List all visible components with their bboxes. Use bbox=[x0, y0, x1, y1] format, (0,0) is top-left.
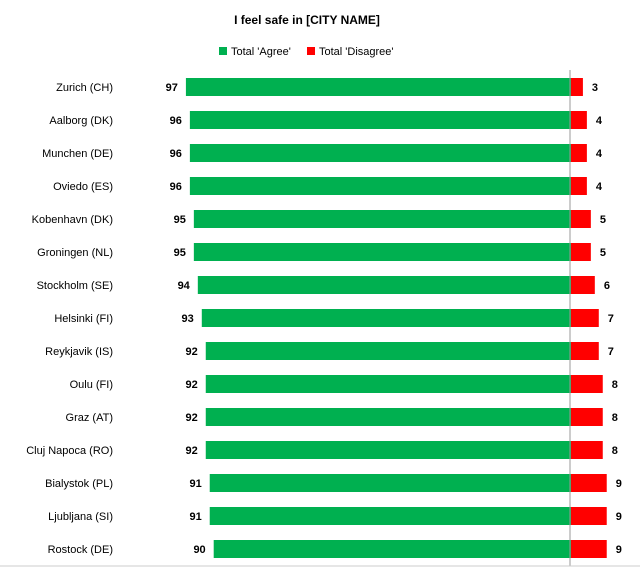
value-label-disagree: 6 bbox=[604, 280, 610, 292]
bar-agree bbox=[205, 441, 571, 459]
category-label: Helsinki (FI) bbox=[54, 313, 113, 325]
bar-disagree bbox=[571, 243, 591, 261]
value-label-agree: 95 bbox=[174, 214, 186, 226]
bar-disagree bbox=[571, 507, 607, 525]
bar-disagree bbox=[571, 276, 595, 294]
category-label: Munchen (DE) bbox=[42, 148, 113, 160]
value-label-agree: 92 bbox=[186, 379, 198, 391]
value-label-agree: 92 bbox=[186, 346, 198, 358]
bar-disagree bbox=[571, 474, 607, 492]
category-label: Aalborg (DK) bbox=[49, 115, 113, 127]
bar-agree bbox=[189, 111, 571, 129]
bar-agree bbox=[201, 309, 572, 327]
category-label: Bialystok (PL) bbox=[45, 478, 113, 490]
bar-agree bbox=[189, 177, 571, 195]
value-label-disagree: 8 bbox=[612, 445, 618, 457]
bar-agree bbox=[189, 144, 571, 162]
bar-disagree bbox=[571, 309, 599, 327]
value-label-disagree: 4 bbox=[596, 115, 603, 127]
legend-label-disagree: Total 'Disagree' bbox=[319, 46, 394, 58]
category-label: Rostock (DE) bbox=[48, 544, 113, 556]
bar-disagree bbox=[571, 111, 587, 129]
category-label: Oviedo (ES) bbox=[53, 181, 113, 193]
value-label-disagree: 3 bbox=[592, 82, 598, 94]
bar-agree bbox=[193, 210, 571, 228]
value-label-disagree: 5 bbox=[600, 214, 606, 226]
category-label: Zurich (CH) bbox=[56, 82, 113, 94]
value-label-disagree: 9 bbox=[616, 511, 622, 523]
bar-disagree bbox=[571, 78, 583, 96]
bar-agree bbox=[205, 342, 571, 360]
category-label: Reykjavik (IS) bbox=[45, 346, 113, 358]
value-label-agree: 93 bbox=[182, 313, 194, 325]
value-label-disagree: 9 bbox=[616, 478, 622, 490]
value-label-agree: 96 bbox=[170, 181, 182, 193]
bar-disagree bbox=[571, 441, 603, 459]
bar-agree bbox=[185, 78, 571, 96]
value-label-disagree: 8 bbox=[612, 379, 618, 391]
category-label: Ljubljana (SI) bbox=[48, 511, 113, 523]
category-label: Kobenhavn (DK) bbox=[32, 214, 113, 226]
value-label-agree: 96 bbox=[170, 148, 182, 160]
bar-disagree bbox=[571, 540, 607, 558]
bar-disagree bbox=[571, 210, 591, 228]
value-label-agree: 91 bbox=[189, 511, 201, 523]
category-label: Groningen (NL) bbox=[37, 247, 113, 259]
value-label-disagree: 7 bbox=[608, 313, 614, 325]
value-label-agree: 94 bbox=[178, 280, 191, 292]
value-label-agree: 95 bbox=[174, 247, 186, 259]
bar-agree bbox=[197, 276, 571, 294]
bar-disagree bbox=[571, 144, 587, 162]
value-label-disagree: 7 bbox=[608, 346, 614, 358]
bar-disagree bbox=[571, 342, 599, 360]
bar-disagree bbox=[571, 177, 587, 195]
value-label-agree: 92 bbox=[186, 445, 198, 457]
legend: Total 'Agree' Total 'Disagree' bbox=[219, 46, 394, 58]
legend-label-agree: Total 'Agree' bbox=[231, 46, 291, 58]
legend-swatch-disagree bbox=[307, 47, 315, 55]
legend-swatch-agree bbox=[219, 47, 227, 55]
bar-disagree bbox=[571, 408, 603, 426]
category-label: Graz (AT) bbox=[66, 412, 113, 424]
bar-agree bbox=[205, 408, 571, 426]
value-label-agree: 91 bbox=[189, 478, 201, 490]
bar-agree bbox=[209, 507, 572, 525]
category-label: Cluj Napoca (RO) bbox=[26, 445, 113, 457]
bar-agree bbox=[213, 540, 571, 558]
value-label-disagree: 5 bbox=[600, 247, 606, 259]
category-label: Stockholm (SE) bbox=[37, 280, 113, 292]
category-label: Oulu (FI) bbox=[70, 379, 113, 391]
value-label-disagree: 8 bbox=[612, 412, 618, 424]
value-label-disagree: 4 bbox=[596, 148, 603, 160]
value-label-disagree: 4 bbox=[596, 181, 603, 193]
chart-title: I feel safe in [CITY NAME] bbox=[234, 13, 380, 27]
value-label-agree: 97 bbox=[166, 82, 178, 94]
bar-agree bbox=[205, 375, 571, 393]
bar-agree bbox=[193, 243, 571, 261]
value-label-agree: 92 bbox=[186, 412, 198, 424]
bar-agree bbox=[209, 474, 572, 492]
value-label-agree: 96 bbox=[170, 115, 182, 127]
bar-disagree bbox=[571, 375, 603, 393]
value-label-agree: 90 bbox=[193, 544, 205, 556]
value-label-disagree: 9 bbox=[616, 544, 622, 556]
